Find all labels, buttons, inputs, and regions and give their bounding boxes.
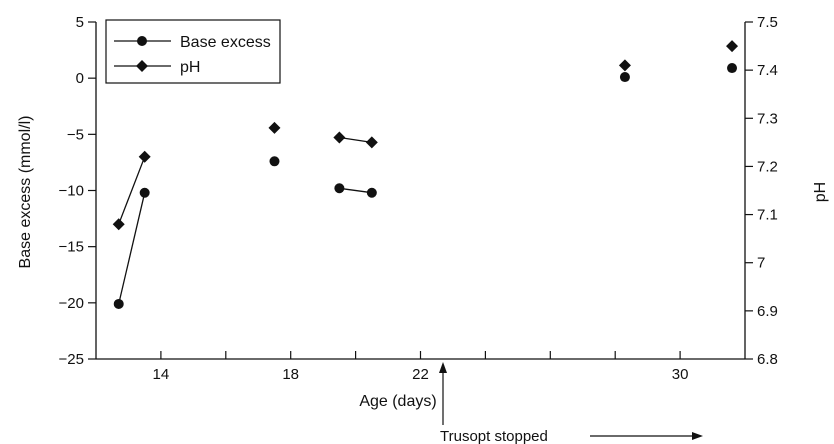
legend-label-ph: pH xyxy=(180,59,200,76)
legend-label-base-excess: Base excess xyxy=(180,34,271,51)
data-point-ph xyxy=(726,40,739,53)
series-line-ph xyxy=(118,156,146,225)
annotation-up-arrow-head xyxy=(439,362,447,373)
y-left-tick-label: −20 xyxy=(59,295,84,312)
y-left-tick-label: −25 xyxy=(59,351,84,368)
legend: Base excess pH xyxy=(105,19,281,84)
y-right-tick-label: 7.1 xyxy=(757,207,778,224)
data-point-base-excess xyxy=(113,298,124,309)
legend-marker-ph xyxy=(136,60,148,72)
data-point-ph xyxy=(138,150,151,163)
y-right-tick-label: 6.8 xyxy=(757,351,778,368)
data-point-base-excess xyxy=(334,183,345,194)
annotation-label: Trusopt stopped xyxy=(440,428,548,444)
data-point-base-excess xyxy=(727,63,738,74)
y-right-tick-label: 7.2 xyxy=(757,158,778,175)
series-line-ph xyxy=(339,136,372,144)
x-axis-title: Age (days) xyxy=(359,393,436,410)
x-tick-label: 30 xyxy=(672,366,689,383)
data-point-base-excess xyxy=(269,156,280,167)
data-point-ph xyxy=(618,59,631,72)
data-point-ph xyxy=(365,136,378,149)
legend-marker-base-excess xyxy=(137,36,147,46)
data-point-ph xyxy=(112,218,125,231)
x-tick-label: 22 xyxy=(412,366,429,383)
y-left-tick-label: −5 xyxy=(67,126,84,143)
annotation: Trusopt stopped xyxy=(439,362,703,444)
y-right-tick-label: 7.5 xyxy=(757,14,778,31)
x-axis-ticks: 14 18 22 30 xyxy=(153,351,689,383)
y-right-tick-label: 7 xyxy=(757,255,765,272)
y-left-tick-label: 5 xyxy=(76,14,84,31)
y-left-axis-title: Base excess (mmol/l) xyxy=(17,116,34,269)
data-point-base-excess xyxy=(139,187,150,198)
data-point-ph xyxy=(333,131,346,144)
data-point-base-excess xyxy=(619,72,630,83)
y-right-tick-label: 7.3 xyxy=(757,110,778,127)
y-right-axis-title: pH xyxy=(812,182,829,202)
x-tick-label: 18 xyxy=(282,366,299,383)
data-point-ph xyxy=(268,121,281,134)
y-left-axis-ticks: 5 0 −5 −10 −15 −20 −25 xyxy=(59,14,96,368)
x-tick-label: 14 xyxy=(153,366,170,383)
y-left-tick-label: 0 xyxy=(76,70,84,87)
series-layer xyxy=(112,40,739,309)
data-point-base-excess xyxy=(366,187,377,198)
series-line-base-excess xyxy=(118,192,146,305)
legend-box xyxy=(105,19,281,84)
y-right-axis-ticks: 7.5 7.4 7.3 7.2 7.1 7 6.9 6.8 xyxy=(745,14,778,368)
y-left-tick-label: −15 xyxy=(59,239,84,256)
y-left-tick-label: −10 xyxy=(59,183,84,200)
y-right-tick-label: 7.4 xyxy=(757,62,778,79)
annotation-right-arrow-head xyxy=(692,432,703,440)
series-line-base-excess xyxy=(339,187,372,194)
y-right-tick-label: 6.9 xyxy=(757,303,778,320)
